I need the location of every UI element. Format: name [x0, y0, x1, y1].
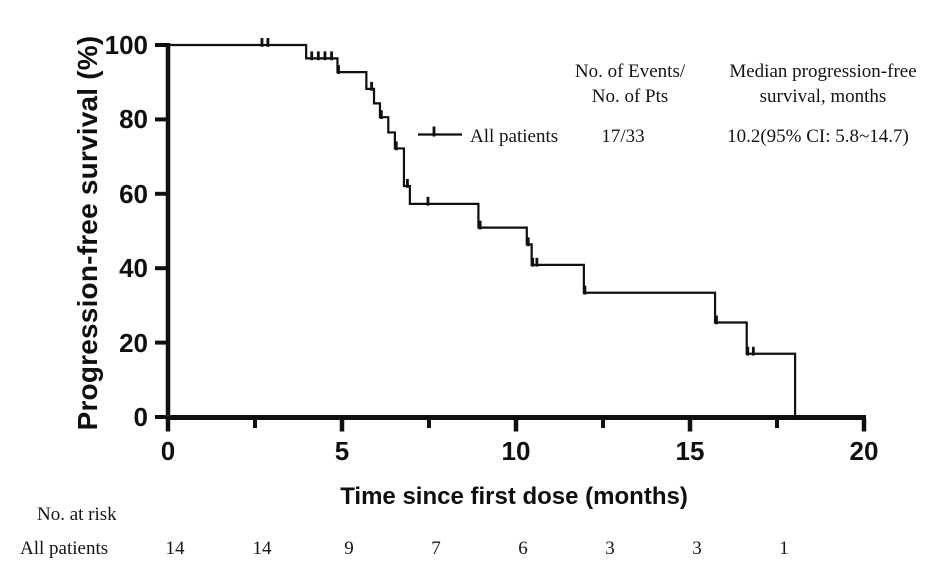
- x-tick-label: 5: [334, 436, 350, 466]
- legend-events-header-line2: No. of Pts: [591, 86, 669, 107]
- x-tick-label: 10: [501, 436, 531, 466]
- legend-series-label: All patients: [470, 126, 559, 147]
- x-axis-title: Time since first dose (months): [340, 483, 688, 510]
- legend-median-header: Median progression-free survival, months: [708, 59, 931, 109]
- y-tick-label: 20: [119, 327, 148, 358]
- risk-count: 1: [779, 538, 789, 559]
- risk-count: 14: [252, 538, 272, 559]
- legend-events-header-line1: No. of Events/: [574, 61, 686, 82]
- risk-count: 7: [431, 538, 441, 559]
- risk-count: 9: [344, 538, 354, 559]
- legend-median-header-line1: Median progression-free: [729, 61, 917, 82]
- risk-row-label: All patients: [20, 538, 109, 559]
- y-tick-label: 80: [119, 104, 148, 135]
- risk-count: 3: [605, 538, 615, 559]
- y-axis-title: Progression-free survival (%): [72, 35, 103, 431]
- legend-median-value: 10.2(95% CI: 5.8~14.7): [727, 126, 909, 147]
- risk-count: 14: [165, 538, 185, 559]
- risk-table-title: No. at risk: [37, 504, 117, 525]
- km-step-curve: [168, 43, 797, 417]
- y-tick-label: 0: [133, 402, 148, 432]
- x-tick-label: 20: [849, 436, 879, 466]
- x-tick-label: 15: [675, 436, 705, 466]
- y-tick-label: 60: [119, 178, 148, 209]
- legend-median-header-line2: survival, months: [759, 86, 887, 107]
- y-tick-label: 100: [104, 30, 148, 60]
- risk-count: 6: [518, 538, 528, 559]
- legend-events-header: No. of Events/ No. of Pts: [555, 59, 705, 109]
- legend-events-value: 17/33: [601, 126, 645, 147]
- x-tick-label: 0: [160, 436, 176, 466]
- y-tick-label: 40: [119, 253, 148, 284]
- risk-count: 3: [692, 538, 702, 559]
